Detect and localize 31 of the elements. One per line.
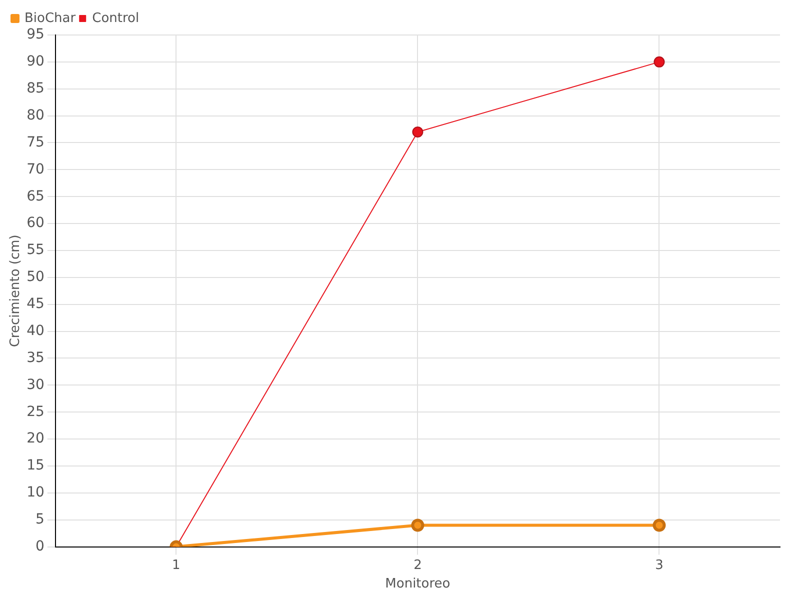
y-tick-label: 0 <box>35 538 44 554</box>
y-tick-label: 85 <box>26 80 44 97</box>
y-tick-label: 75 <box>26 134 44 150</box>
y-tick-label: 20 <box>26 430 44 447</box>
x-axis-title: Monitoreo <box>385 576 450 592</box>
y-tick-label: 50 <box>26 269 44 286</box>
y-tick-label: 55 <box>26 242 44 258</box>
y-tick-label: 10 <box>26 484 44 501</box>
legend-label: BioChar <box>24 10 76 26</box>
y-tick-label: 15 <box>26 458 44 474</box>
y-tick-label: 60 <box>26 215 44 232</box>
x-tick-label: 1 <box>172 558 180 573</box>
y-tick-label: 40 <box>26 322 44 339</box>
y-tick-label: 95 <box>26 26 44 43</box>
y-tick-label: 25 <box>26 404 44 420</box>
point <box>411 518 424 532</box>
x-tick-label: 2 <box>414 558 422 573</box>
legend-label: Control <box>92 10 140 26</box>
point <box>652 518 666 532</box>
y-tick-label: 70 <box>26 161 44 178</box>
y-tick-label: 5 <box>35 512 44 528</box>
y-tick-label: 90 <box>26 54 44 70</box>
y-tick-label: 45 <box>26 296 44 312</box>
y-tick-label: 80 <box>26 107 44 124</box>
y-tick-label: 30 <box>26 376 44 393</box>
y-axis-title: Crecimiento (cm) <box>8 234 24 348</box>
y-tick-label: 65 <box>26 188 44 204</box>
point <box>412 126 424 138</box>
y-tick-label: 35 <box>26 350 44 366</box>
point <box>654 56 665 68</box>
x-tick-label: 3 <box>655 558 664 573</box>
